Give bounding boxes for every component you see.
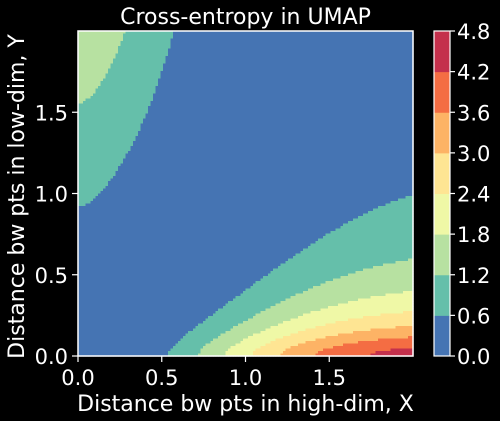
contour-plot-area bbox=[78, 31, 414, 357]
